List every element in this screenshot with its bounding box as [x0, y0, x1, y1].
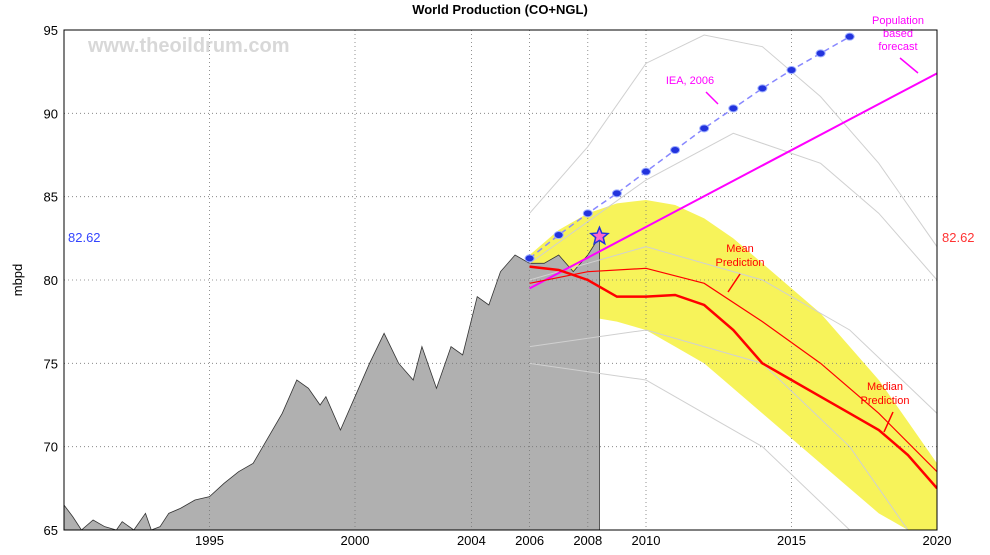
plot	[64, 30, 937, 530]
y-tick-label: 65	[44, 523, 58, 538]
series-line	[529, 246, 937, 414]
series-marker	[611, 189, 622, 198]
annotation-text: forecast	[878, 41, 917, 53]
series-line	[529, 362, 851, 530]
x-tick-label: 2006	[515, 533, 544, 548]
annotation-text: IEA, 2006	[666, 75, 714, 87]
y-axis-label: mbpd	[10, 264, 25, 297]
annotation-text: Population	[872, 15, 924, 27]
y-tick-label: 75	[44, 356, 58, 371]
y-tick-label: 85	[44, 190, 58, 205]
series-marker	[524, 254, 535, 263]
arrow	[727, 273, 741, 293]
annotation-text: Mean	[726, 243, 754, 255]
series-line	[529, 132, 937, 281]
annotation-text: Median	[867, 381, 903, 393]
x-tick-label: 2000	[341, 533, 370, 548]
arrow	[883, 411, 894, 433]
y-tick-label: 70	[44, 440, 58, 455]
series-line	[529, 267, 937, 473]
watermark: www.theoildrum.com	[87, 35, 290, 57]
series-marker	[786, 66, 797, 74]
series-marker	[553, 231, 564, 239]
series-line	[529, 72, 937, 290]
series-marker	[728, 104, 739, 113]
arrow	[899, 57, 919, 74]
x-tick-label: 2020	[923, 533, 952, 548]
annotation-text: Prediction	[716, 257, 765, 269]
y-tick-label: 90	[44, 106, 58, 121]
y-tick-label: 80	[44, 273, 58, 288]
annotation-text: Prediction	[861, 395, 910, 407]
series-marker	[670, 146, 681, 154]
reference-label: 82.62	[942, 230, 975, 245]
series-marker	[757, 84, 768, 93]
x-tick-label: 2004	[457, 533, 486, 548]
series-line	[529, 265, 937, 490]
series-marker	[699, 124, 710, 133]
x-tick-label: 2010	[632, 533, 661, 548]
x-tick-label: 2015	[777, 533, 806, 548]
y-tick-label: 95	[44, 23, 58, 38]
reference-label: 82.62	[68, 230, 101, 245]
series-marker	[641, 167, 651, 176]
chart-title: World Production (CO+NGL)	[412, 2, 588, 17]
annotation-text: based	[883, 28, 913, 40]
prediction-band	[529, 200, 937, 530]
series-line	[529, 34, 937, 247]
x-tick-label: 1995	[195, 533, 224, 548]
series-marker	[844, 32, 855, 41]
series-marker	[815, 49, 826, 58]
arrow	[705, 91, 719, 105]
production-area	[64, 235, 600, 530]
x-tick-label: 2008	[573, 533, 602, 548]
annotations: Population based forecast IEA, 2006 Mean…	[666, 15, 924, 433]
plot-frame	[63, 29, 938, 531]
current-marker	[588, 225, 610, 246]
series-marker	[582, 209, 593, 218]
